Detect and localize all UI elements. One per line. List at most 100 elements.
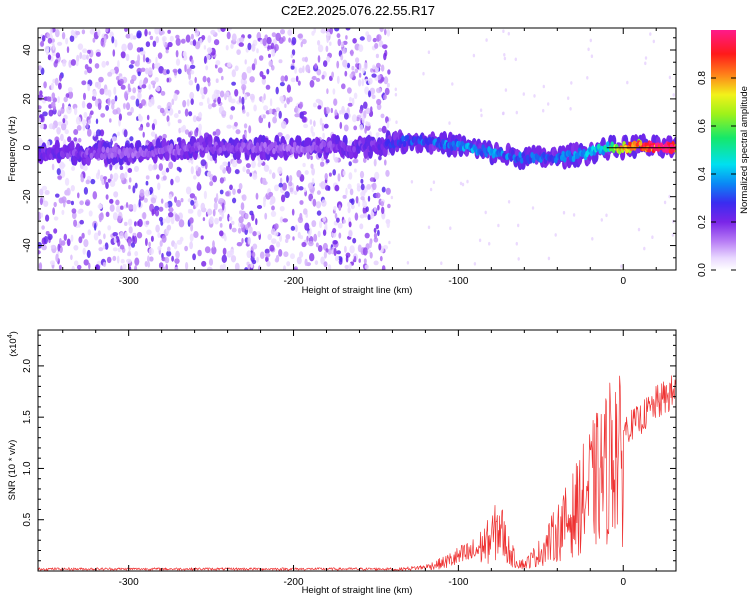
noise-dot [268, 53, 271, 58]
noise-dot [373, 206, 377, 212]
noise-dot [324, 222, 328, 230]
y-tick-label: -40 [22, 238, 33, 253]
noise-dot [333, 206, 337, 211]
noise-dot [348, 172, 353, 180]
noise-dot [105, 211, 110, 217]
noise-dot [174, 175, 181, 183]
noise-dot [155, 36, 159, 44]
noise-dot [162, 133, 167, 139]
noise-dot [215, 60, 221, 66]
noise-dot [172, 68, 178, 73]
noise-dot [167, 246, 171, 252]
noise-dot [358, 44, 364, 52]
noise-dot [253, 58, 257, 66]
ridge-mark [131, 152, 135, 159]
noise-dot [155, 56, 158, 65]
noise-dot [62, 102, 65, 110]
noise-dot [112, 49, 116, 57]
noise-dot [271, 172, 276, 180]
noise-dot [309, 80, 315, 88]
spectrogram-noise-dots [38, 28, 675, 270]
noise-dot [377, 74, 381, 81]
noise-dot [86, 122, 89, 129]
noise-dot [222, 247, 227, 256]
noise-dot [479, 108, 483, 112]
noise-dot [92, 191, 98, 200]
noise-dot [302, 65, 305, 73]
noise-dot [322, 229, 327, 236]
x-tick-label: 0 [620, 276, 626, 287]
noise-dot [278, 110, 282, 119]
noise-dot [189, 64, 196, 69]
noise-dot [294, 66, 297, 74]
noise-dot [201, 260, 207, 267]
noise-dot [63, 96, 68, 103]
ridge-mark [218, 146, 223, 154]
noise-dot [347, 201, 351, 208]
height-axis-top: -300 -200 -100 0 [62, 28, 657, 287]
noise-dot [387, 203, 391, 209]
noise-dot [73, 219, 78, 227]
noise-dot [127, 239, 132, 247]
noise-dot [542, 108, 545, 113]
noise-dot [365, 206, 369, 213]
noise-dot [57, 109, 61, 116]
noise-dot [272, 116, 277, 124]
noise-dot [184, 64, 187, 73]
noise-dot [170, 216, 175, 225]
noise-dot [77, 192, 80, 199]
noise-dot [124, 221, 128, 226]
noise-dot [209, 216, 214, 225]
noise-dot [66, 106, 72, 114]
ridge-mark [202, 141, 206, 148]
noise-dot [332, 169, 337, 176]
noise-dot [243, 123, 248, 129]
noise-dot [168, 194, 173, 200]
noise-dot [157, 105, 162, 110]
noise-dot [388, 240, 391, 245]
noise-dot [267, 233, 273, 241]
noise-dot [125, 53, 130, 62]
noise-dot [38, 117, 42, 123]
noise-dot [125, 33, 131, 39]
noise-dot [83, 259, 89, 266]
noise-dot [189, 217, 194, 224]
colorbar-gradient [711, 30, 736, 270]
noise-dot [279, 177, 283, 184]
noise-dot [86, 54, 89, 60]
snr-frame [37, 329, 677, 572]
noise-dot [668, 194, 671, 199]
noise-dot [328, 172, 332, 177]
noise-dot [448, 121, 451, 125]
noise-dot [212, 131, 217, 136]
noise-dot [105, 28, 109, 33]
noise-dot [271, 65, 275, 71]
noise-dot [130, 79, 135, 85]
noise-dot [47, 233, 53, 241]
noise-dot [229, 184, 233, 191]
noise-dot [149, 256, 154, 262]
noise-dot [147, 67, 153, 76]
noise-dot [266, 68, 270, 75]
noise-dot [373, 232, 378, 239]
noise-dot [241, 194, 247, 202]
noise-dot [109, 173, 113, 180]
noise-dot [188, 79, 194, 86]
noise-dot [193, 231, 199, 238]
noise-dot [379, 255, 383, 262]
noise-dot [466, 179, 469, 184]
noise-dot [97, 29, 101, 37]
noise-dot [600, 218, 603, 222]
noise-dot [329, 28, 333, 35]
noise-dot [201, 35, 206, 41]
noise-dot [233, 121, 238, 127]
noise-dot [230, 98, 236, 104]
noise-dot [273, 231, 279, 237]
height-axis-label-bottom: Height of straight line (km) [302, 585, 413, 596]
noise-dot [672, 93, 675, 97]
noise-dot [128, 266, 132, 270]
noise-dot [50, 82, 55, 91]
noise-dot [219, 208, 222, 215]
noise-dot [77, 43, 84, 50]
noise-dot [188, 131, 192, 138]
